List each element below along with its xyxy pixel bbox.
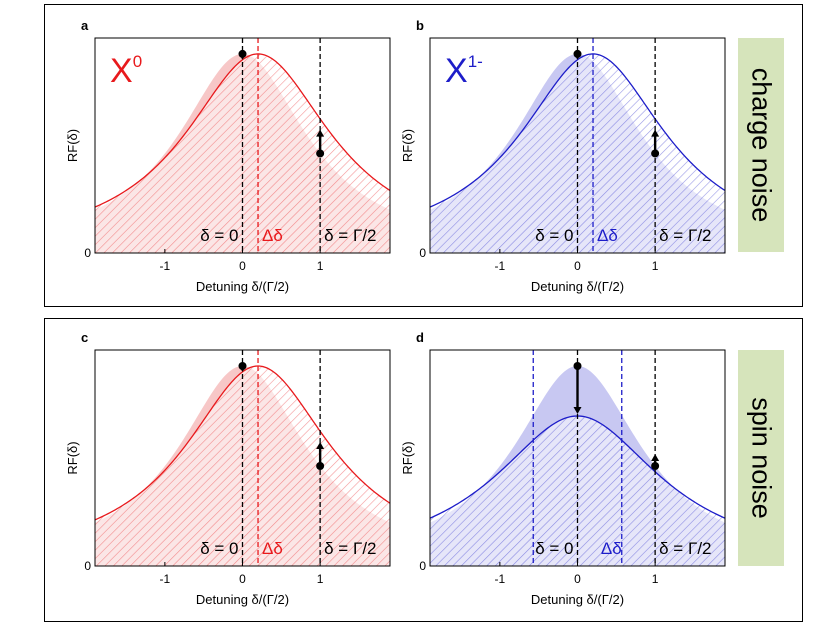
annotation-a-1: Δδ [262,226,283,245]
annotation-d-0: δ = 0 [535,539,573,558]
spin-noise-group [44,318,803,622]
ylabel-a: RF(δ) [65,129,80,162]
annotation-a-2: δ = Γ/2 [324,226,376,245]
annotation-d-1: Δδ [601,539,622,558]
xtick-label-c-1: 0 [239,572,246,586]
xtick-label-c-2: 1 [317,572,324,586]
xtick-label-d-0: -1 [495,572,506,586]
species-superscript-b: 1- [468,52,483,71]
annotation-b-1: Δδ [597,226,618,245]
species-label-b: X1- [445,52,483,90]
arrow-head-b-0 [573,52,582,60]
xtick-label-c-0: -1 [160,572,171,586]
annotation-c-1: Δδ [262,539,283,558]
ytick-label-c-0: 0 [84,559,91,573]
species-label-a: X0 [110,52,142,90]
arrow-head-c-0 [238,365,247,372]
spin-noise-label-box: spin noise [738,350,784,566]
arrow-head-d-0 [573,407,582,414]
xtick-label-b-1: 0 [574,259,581,273]
species-superscript-a: 0 [133,52,142,71]
charge-noise-group [44,4,803,307]
xtick-label-b-2: 1 [652,259,659,273]
arrow-head-a-1 [316,129,325,137]
xtick-label-a-2: 1 [317,259,324,273]
ytick-label-b-0: 0 [419,246,426,260]
xlabel-d: Detuning δ/(Γ/2) [531,592,624,607]
panel-letter-a: a [81,18,89,33]
annotation-c-0: δ = 0 [200,539,238,558]
arrow-head-b-1 [651,129,660,137]
panel-letter-c: c [81,330,88,345]
arrow-head-c-1 [316,442,325,449]
annotation-a-0: δ = 0 [200,226,238,245]
ylabel-c: RF(δ) [65,441,80,474]
arrow-head-d-1 [651,454,660,461]
xlabel-c: Detuning δ/(Γ/2) [196,592,289,607]
ylabel-d: RF(δ) [400,441,415,474]
ytick-label-a-0: 0 [84,246,91,260]
annotation-d-2: δ = Γ/2 [659,539,711,558]
panel-letter-d: d [416,330,424,345]
xtick-label-d-1: 0 [574,572,581,586]
charge-noise-label-box: charge noise [738,38,784,252]
ylabel-b: RF(δ) [400,129,415,162]
annotation-b-2: δ = Γ/2 [659,226,711,245]
annotation-c-2: δ = Γ/2 [324,539,376,558]
panel-letter-b: b [416,18,424,33]
xtick-label-d-2: 1 [652,572,659,586]
xtick-label-a-0: -1 [160,259,171,273]
xlabel-b: Detuning δ/(Γ/2) [531,279,624,294]
arrow-head-a-0 [238,52,247,60]
panel-c-plot-area [95,350,390,566]
annotation-b-0: δ = 0 [535,226,573,245]
xlabel-a: Detuning δ/(Γ/2) [196,279,289,294]
ytick-label-d-0: 0 [419,559,426,573]
xtick-label-b-0: -1 [495,259,506,273]
xtick-label-a-1: 0 [239,259,246,273]
